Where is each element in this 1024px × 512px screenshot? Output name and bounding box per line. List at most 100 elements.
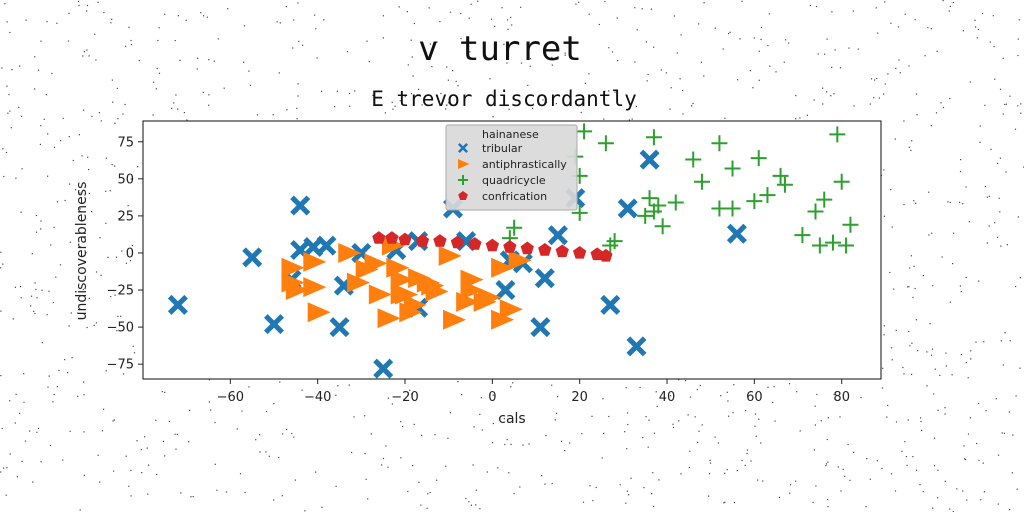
noise-speck bbox=[48, 291, 49, 292]
noise-speck bbox=[561, 441, 562, 442]
noise-speck bbox=[134, 352, 135, 353]
noise-speck bbox=[452, 70, 453, 71]
noise-speck bbox=[96, 271, 97, 272]
noise-speck bbox=[83, 110, 84, 111]
noise-speck bbox=[53, 302, 54, 303]
noise-speck bbox=[529, 443, 530, 444]
noise-speck bbox=[916, 93, 917, 94]
noise-speck bbox=[164, 455, 165, 456]
noise-speck bbox=[1012, 435, 1013, 436]
noise-speck bbox=[77, 396, 78, 397]
noise-speck bbox=[824, 54, 825, 55]
noise-speck bbox=[870, 479, 871, 480]
y-axis-label: undiscoverableness bbox=[74, 182, 90, 321]
noise-speck bbox=[657, 406, 658, 407]
noise-speck bbox=[637, 29, 638, 30]
noise-speck bbox=[510, 17, 511, 18]
noise-speck bbox=[78, 1, 79, 2]
noise-speck bbox=[11, 69, 12, 70]
noise-speck bbox=[704, 2, 705, 3]
noise-speck bbox=[148, 465, 149, 466]
noise-speck bbox=[680, 473, 681, 474]
noise-speck bbox=[844, 476, 845, 477]
noise-speck bbox=[67, 372, 68, 373]
noise-speck bbox=[141, 449, 142, 450]
noise-speck bbox=[900, 72, 901, 73]
noise-speck bbox=[40, 228, 41, 229]
noise-speck bbox=[1016, 395, 1017, 396]
noise-speck bbox=[739, 38, 740, 39]
noise-speck bbox=[0, 311, 1, 312]
noise-speck bbox=[953, 2, 954, 3]
noise-speck bbox=[962, 490, 963, 491]
noise-speck bbox=[9, 400, 10, 401]
noise-speck bbox=[908, 286, 909, 287]
noise-speck bbox=[385, 112, 386, 113]
noise-speck bbox=[931, 233, 932, 234]
noise-speck bbox=[245, 492, 246, 493]
noise-speck bbox=[522, 445, 523, 446]
noise-speck bbox=[369, 61, 370, 62]
noise-speck bbox=[122, 114, 123, 115]
noise-speck bbox=[830, 95, 831, 96]
noise-speck bbox=[436, 480, 437, 481]
noise-speck bbox=[1010, 340, 1011, 341]
noise-speck bbox=[1, 68, 2, 69]
noise-speck bbox=[953, 233, 954, 234]
noise-speck bbox=[29, 430, 30, 431]
noise-speck bbox=[208, 105, 209, 106]
noise-speck bbox=[980, 126, 981, 127]
noise-speck bbox=[827, 39, 828, 40]
noise-speck bbox=[879, 97, 880, 98]
noise-speck bbox=[411, 40, 412, 41]
noise-speck bbox=[38, 428, 39, 429]
noise-speck bbox=[445, 466, 446, 467]
noise-speck bbox=[278, 457, 279, 458]
noise-speck bbox=[296, 108, 297, 109]
noise-speck bbox=[430, 492, 431, 493]
noise-speck bbox=[13, 318, 14, 319]
noise-speck bbox=[977, 37, 978, 38]
noise-speck bbox=[931, 125, 932, 126]
noise-speck bbox=[193, 496, 194, 497]
noise-speck bbox=[591, 416, 592, 417]
noise-speck bbox=[938, 410, 939, 411]
noise-speck bbox=[970, 350, 971, 351]
noise-speck bbox=[758, 419, 759, 420]
noise-speck bbox=[383, 458, 384, 459]
noise-speck bbox=[314, 15, 315, 16]
noise-speck bbox=[15, 422, 16, 423]
noise-speck bbox=[46, 21, 47, 22]
noise-speck bbox=[698, 23, 699, 24]
noise-speck bbox=[94, 34, 95, 35]
noise-speck bbox=[946, 365, 947, 366]
noise-speck bbox=[769, 13, 770, 14]
noise-speck bbox=[120, 316, 121, 317]
noise-speck bbox=[189, 410, 190, 411]
noise-speck bbox=[960, 159, 961, 160]
noise-speck bbox=[487, 471, 488, 472]
noise-speck bbox=[259, 451, 260, 452]
noise-speck bbox=[298, 83, 299, 84]
noise-speck bbox=[62, 460, 63, 461]
noise-speck bbox=[944, 407, 945, 408]
noise-speck bbox=[448, 80, 449, 81]
noise-speck bbox=[17, 476, 18, 477]
noise-speck bbox=[702, 424, 703, 425]
noise-speck bbox=[347, 51, 348, 52]
noise-speck bbox=[754, 37, 755, 38]
noise-speck bbox=[885, 83, 886, 84]
noise-speck bbox=[949, 508, 950, 509]
x-tick-label: −40 bbox=[304, 390, 331, 405]
noise-speck bbox=[769, 66, 770, 67]
noise-speck bbox=[887, 73, 888, 74]
noise-speck bbox=[815, 424, 816, 425]
noise-speck bbox=[822, 88, 823, 89]
noise-speck bbox=[88, 169, 89, 170]
noise-speck bbox=[121, 251, 122, 252]
noise-speck bbox=[1004, 104, 1005, 105]
noise-speck bbox=[175, 40, 176, 41]
noise-speck bbox=[114, 419, 115, 420]
noise-speck bbox=[775, 71, 776, 72]
